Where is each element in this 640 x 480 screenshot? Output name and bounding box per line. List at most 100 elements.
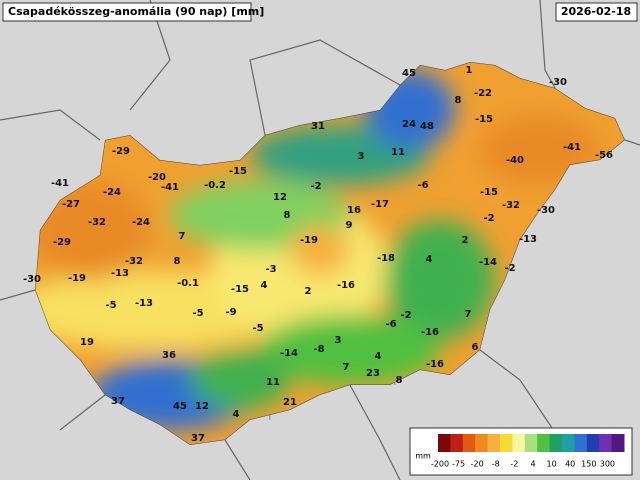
station-value: -27 [62,199,80,210]
station-value: -29 [112,146,130,157]
station-value: 4 [375,351,382,362]
station-value: -5 [105,300,116,311]
station-value: -41 [51,178,69,189]
anomaly-field [35,62,625,445]
legend-swatch [512,434,526,452]
station-value: -32 [125,256,143,267]
legend-tick: 4 [530,460,535,469]
station-value: 16 [347,205,361,216]
station-value: 6 [472,342,479,353]
station-value: -16 [421,327,439,338]
legend-tick: 10 [547,460,557,469]
legend-swatch [450,434,464,452]
station-value: -17 [371,199,389,210]
legend-unit: mm [415,452,431,461]
station-value: 45 [402,68,416,79]
station-value: -8 [313,344,324,355]
station-value: -5 [192,308,203,319]
station-value: -15 [231,284,249,295]
station-value: 37 [191,433,205,444]
station-value: -6 [417,180,428,191]
station-value: 12 [195,401,209,412]
legend-swatch [537,434,551,452]
station-value: 48 [420,121,434,132]
station-value: -24 [132,217,150,228]
legend-swatch [586,434,600,452]
station-value: 2 [305,286,312,297]
legend-tick: 300 [600,460,615,469]
station-value: 4 [261,280,268,291]
station-value: 1 [466,65,473,76]
station-value: 9 [346,220,353,231]
date-box [555,2,638,22]
station-value: 11 [391,147,405,158]
station-value: -40 [506,155,524,166]
station-value: -41 [563,142,581,153]
station-value: -5 [252,323,263,334]
station-value: -14 [479,257,497,268]
legend-tick: -20 [471,460,484,469]
station-value: 2 [462,235,469,246]
station-value: 3 [358,151,365,162]
legend-swatch [562,434,575,452]
station-value: 8 [396,375,403,386]
legend-swatch [549,434,563,452]
station-value: -30 [537,205,555,216]
station-value: -14 [280,348,298,359]
station-value: 7 [179,231,186,242]
station-value: -0.1 [177,278,199,289]
legend-swatch [599,434,613,452]
station-value: -9 [225,307,236,318]
station-value: 4 [233,409,240,420]
station-value: -15 [480,187,498,198]
legend-swatch [524,434,538,452]
station-value: -24 [103,187,121,198]
station-value: -13 [519,234,537,245]
station-value: 8 [455,95,462,106]
station-value: -29 [53,237,71,248]
legend-tick: -75 [452,460,465,469]
station-value: -16 [337,280,355,291]
station-value: -30 [23,274,41,285]
station-value: -32 [88,217,106,228]
station-value: 8 [284,210,291,221]
station-value: 3 [335,335,342,346]
station-value: 37 [111,396,125,407]
station-value: -32 [502,200,520,211]
date: 2026-02-18 [561,5,631,18]
legend-swatch [487,434,501,452]
station-value: 23 [366,368,380,379]
station-value: 12 [273,192,287,203]
legend-swatch [462,434,476,452]
station-value: 31 [311,121,325,132]
station-value: 7 [343,362,350,373]
station-value: -13 [135,298,153,309]
legend-swatch [475,434,489,452]
legend-tick: -8 [492,460,500,469]
legend-tick: -2 [510,460,518,469]
station-value: -13 [111,268,129,279]
legend-tick: -200 [431,460,449,469]
station-value: -0.2 [204,180,226,191]
legend-swatch [574,434,588,452]
station-value: 19 [80,337,94,348]
legend-swatch [438,434,451,452]
station-value: 8 [174,256,181,267]
station-value: -19 [300,235,318,246]
station-value: 11 [266,377,280,388]
station-value: -2 [483,213,494,224]
title-box [2,2,252,22]
station-value: 4 [426,254,433,265]
station-value: -18 [377,253,395,264]
legend-swatch [500,434,513,452]
station-value: -2 [504,263,515,274]
station-value: -41 [161,182,179,193]
legend-tick: 40 [565,460,575,469]
station-value: 24 [402,119,416,130]
station-value: -15 [229,166,247,177]
station-value: 21 [283,397,297,408]
station-value: -15 [475,114,493,125]
station-value: -6 [385,319,396,330]
station-value: -20 [148,172,166,183]
